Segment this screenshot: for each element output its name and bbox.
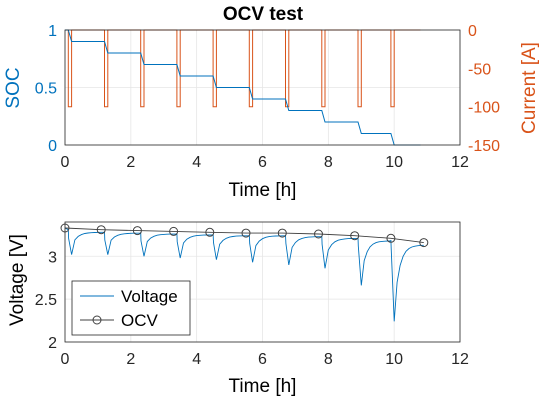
current-series [65,29,421,108]
legend-box [71,280,191,336]
bottom-x-tick-label: 12 [451,351,469,368]
top-y-left-label: SOC [3,67,24,108]
legend-ocv-marker [92,315,102,325]
bottom-x-axis-label: Time [h] [229,376,297,397]
ocv-point [169,226,179,236]
bottom-x-tick-label: 6 [258,351,267,368]
ocv-point [277,228,287,238]
top-chart: OCV test 0 2 4 6 8 10 12 00.51 -150-100-500 Ti… [3,4,540,201]
bottom-x-tick-label: 2 [126,351,135,368]
soc-series [65,29,421,146]
top-x-tick-label: 6 [258,154,267,171]
top-axes-box [64,29,461,146]
top-x-tick-label: 10 [385,154,403,171]
top-x-tick-label: 12 [451,154,469,171]
top-y-left-tick-label: 0 [48,138,57,155]
current-line [65,29,421,108]
top-y-left-ticks: 00.51 [35,23,57,155]
ocv-point [419,238,429,248]
ocv-point [132,226,142,236]
top-y-left-tick-label: 0.5 [35,81,57,98]
ocv-point [386,233,396,243]
top-y-right-tick-label: -100 [468,100,500,117]
top-x-axis-label: Time [h] [229,180,297,201]
bottom-x-tick-label: 0 [61,351,70,368]
top-x-tick-label: 8 [324,154,333,171]
soc-line [65,29,421,146]
bottom-axes-box [64,221,461,343]
ocv-point [314,229,323,239]
ocv-line [64,227,424,244]
legend: Voltage OCV [71,280,191,336]
legend-ocv-label: OCV [121,311,159,330]
top-y-right-tick-label: 0 [468,23,477,40]
bottom-x-tick-label: 8 [324,351,333,368]
top-y-right-tick-label: -150 [468,138,500,155]
bottom-x-ticks: 0 2 4 6 8 10 12 [61,351,469,368]
ocv-point [96,225,106,235]
top-chart-title: OCV test [223,4,304,25]
bottom-y-tick-label: 2 [48,335,57,352]
ocv-point [205,227,215,237]
top-x-tick-label: 2 [126,154,135,171]
top-x-ticks: 0 2 4 6 8 10 12 [61,154,469,171]
bottom-x-tick-label: 4 [192,351,201,368]
ocv-point [241,228,251,238]
bottom-y-ticks: 22.53 [35,249,57,352]
bottom-y-tick-label: 3 [48,249,57,266]
top-y-right-tick-label: -50 [468,61,491,78]
bottom-chart: 0 2 4 6 8 10 12 22.53 Time [h] Voltage [V] Vol… [7,221,469,397]
ocv-series [60,223,429,248]
legend-voltage-label: Voltage [121,287,178,306]
top-x-tick-label: 4 [192,154,201,171]
bottom-y-tick-label: 2.5 [35,292,57,309]
top-y-right-ticks: -150 -100 -50 0 [468,23,500,155]
bottom-x-tick-label: 10 [385,351,403,368]
top-x-tick-label: 0 [61,154,70,171]
top-y-left-tick-label: 1 [48,23,57,40]
ocv-point [350,231,360,241]
top-y-right-label: Current [A] [519,42,540,134]
top-grid [64,29,461,146]
bottom-y-axis-label: Voltage [V] [7,234,28,326]
